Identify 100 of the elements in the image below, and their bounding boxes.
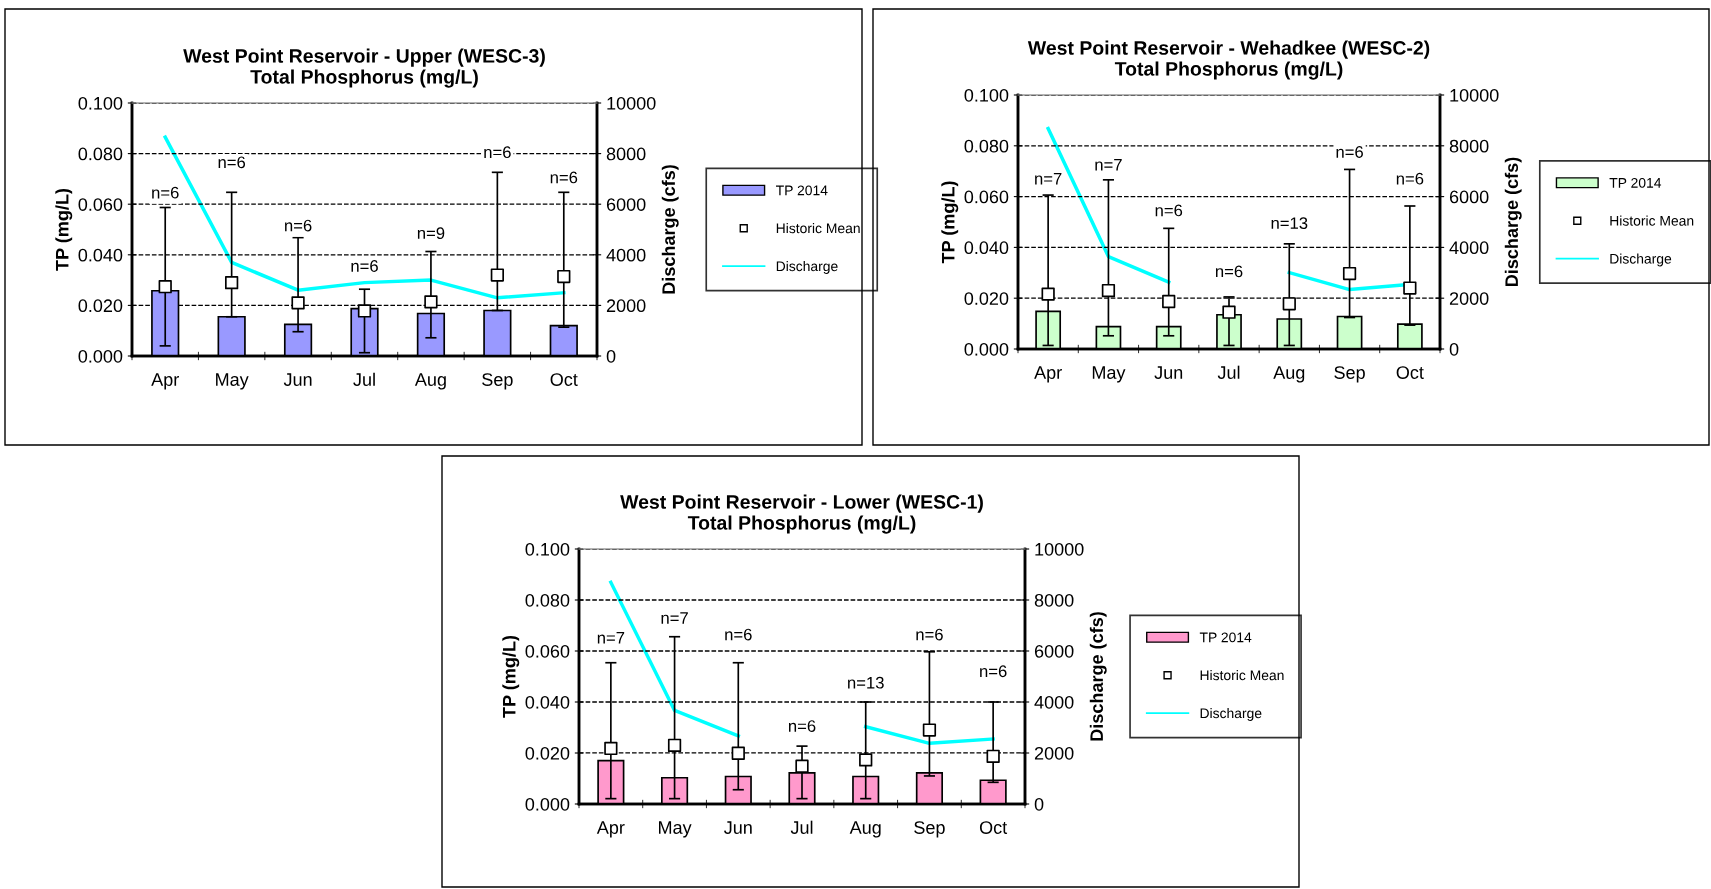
legend-label: Discharge [776, 260, 838, 274]
point [424, 295, 438, 309]
annotation: n=6 [1155, 204, 1183, 217]
y-tick-label: 0.000 [525, 797, 570, 811]
annotation: n=6 [980, 665, 1007, 678]
x-tick-label: Oct [550, 373, 578, 386]
x-tick-label: May [1092, 366, 1126, 383]
y2-axis-title: Discharge (cfs) [1504, 157, 1522, 287]
x-tick-label: Apr [596, 821, 625, 838]
point [490, 268, 505, 282]
x-tick-label: Jul [790, 820, 813, 834]
y-tick-label: 0.020 [964, 292, 1009, 305]
y2-tick-label: 2000 [606, 299, 646, 313]
point [557, 269, 571, 284]
y2-tick-label: 0 [1449, 342, 1459, 356]
legend-label: Historic Mean [1200, 670, 1284, 681]
y2-axis-title: Discharge (cfs) [661, 165, 679, 294]
y-tick-label: 0.000 [964, 342, 1009, 356]
annotation: n=13 [1271, 217, 1308, 230]
y-tick-label: 0.020 [78, 299, 123, 313]
y-axis-title: TP (mg/L) [941, 181, 959, 264]
y2-axis-title: Discharge (cfs) [1089, 612, 1107, 741]
y-tick-label: 0.100 [525, 542, 570, 556]
annotation: n=6 [1336, 146, 1363, 158]
annotation: n=6 [484, 146, 511, 159]
point [1041, 287, 1055, 301]
point [859, 753, 873, 767]
x-tick-label: May [659, 821, 692, 838]
annotation: n=9 [417, 227, 445, 240]
x-tick-label: Jun [283, 373, 312, 386]
annotation: n=7 [597, 632, 625, 644]
y2-tick-label: 2000 [1034, 746, 1074, 760]
y-tick-label: 0.000 [78, 349, 123, 363]
y2-tick-label: 8000 [1034, 593, 1074, 607]
x-tick-label: Aug [849, 821, 881, 838]
x-tick-label: Jul [1217, 365, 1240, 379]
y-tick-label: 0.080 [525, 593, 570, 607]
y2-tick-label: 8000 [606, 147, 646, 161]
annotation: n=6 [285, 219, 312, 232]
annotation: n=6 [218, 156, 246, 169]
annotation: n=13 [848, 676, 884, 689]
y-tick-label: 0.040 [78, 248, 123, 262]
legend-label: TP 2014 [776, 185, 828, 196]
y2-tick-label: 6000 [1034, 644, 1074, 658]
x-tick-label: Sep [482, 373, 513, 390]
chart-title: West Point Reservoir - Wehadkee (WESC-2) Total Phosphorus (mg/L) [1027, 40, 1430, 80]
point [158, 280, 172, 294]
y2-tick-label: 4000 [1034, 695, 1074, 709]
point [986, 749, 1000, 763]
point [922, 723, 937, 737]
annotation: n=6 [916, 628, 943, 641]
y-tick-label: 0.040 [964, 241, 1009, 255]
point [357, 304, 372, 318]
y-tick-label: 0.080 [964, 139, 1009, 153]
y-tick-label: 0.060 [525, 644, 570, 658]
x-tick-label: Sep [914, 821, 945, 838]
chart-title: West Point Reservoir - Upper (WESC-3) Total Phosphorus (mg/L) [183, 48, 545, 88]
point [604, 741, 618, 756]
legend-label: Discharge [1200, 707, 1262, 721]
y2-tick-label: 2000 [1449, 292, 1489, 305]
y-tick-label: 0.040 [525, 695, 570, 709]
x-tick-label: Jun [724, 821, 752, 834]
point [224, 275, 239, 290]
y2-tick-label: 6000 [606, 198, 646, 211]
point [1282, 297, 1296, 311]
legend-label: Historic Mean [776, 223, 860, 234]
x-tick-label: Apr [1034, 366, 1062, 383]
annotation: n=6 [788, 720, 816, 732]
y-tick-label: 0.100 [78, 96, 123, 110]
y2-tick-label: 4000 [1449, 241, 1489, 255]
legend-label: Discharge [1610, 253, 1672, 267]
annotation: n=7 [1035, 172, 1062, 185]
point [1222, 305, 1236, 319]
legend-label: TP 2014 [1609, 177, 1662, 188]
x-tick-label: Apr [151, 373, 179, 390]
y-tick-label: 0.080 [78, 147, 123, 161]
y-tick-label: 0.060 [964, 190, 1009, 204]
point [731, 746, 745, 760]
point [795, 759, 809, 773]
annotation: n=6 [152, 186, 179, 199]
y2-tick-label: 10000 [607, 96, 656, 110]
y2-tick-label: 0 [1034, 797, 1044, 811]
x-tick-label: Oct [979, 821, 1008, 834]
x-tick-label: Jun [1154, 366, 1183, 379]
point [667, 738, 682, 752]
point [1403, 281, 1417, 295]
point [291, 296, 305, 310]
y-tick-label: 0.060 [78, 198, 123, 211]
y2-tick-label: 8000 [1449, 139, 1489, 153]
y-axis-title: TP (mg/L) [55, 188, 73, 271]
y2-tick-label: 10000 [1450, 88, 1499, 102]
x-tick-label: May [216, 373, 249, 390]
annotation: n=7 [1095, 158, 1122, 171]
point [1162, 294, 1176, 309]
y-tick-label: 0.100 [964, 88, 1009, 102]
point [1101, 283, 1116, 298]
legend-label: TP 2014 [1199, 632, 1252, 643]
x-tick-label: Aug [414, 373, 446, 390]
y2-tick-label: 4000 [606, 248, 646, 262]
legend-label: Historic Mean [1610, 215, 1694, 226]
